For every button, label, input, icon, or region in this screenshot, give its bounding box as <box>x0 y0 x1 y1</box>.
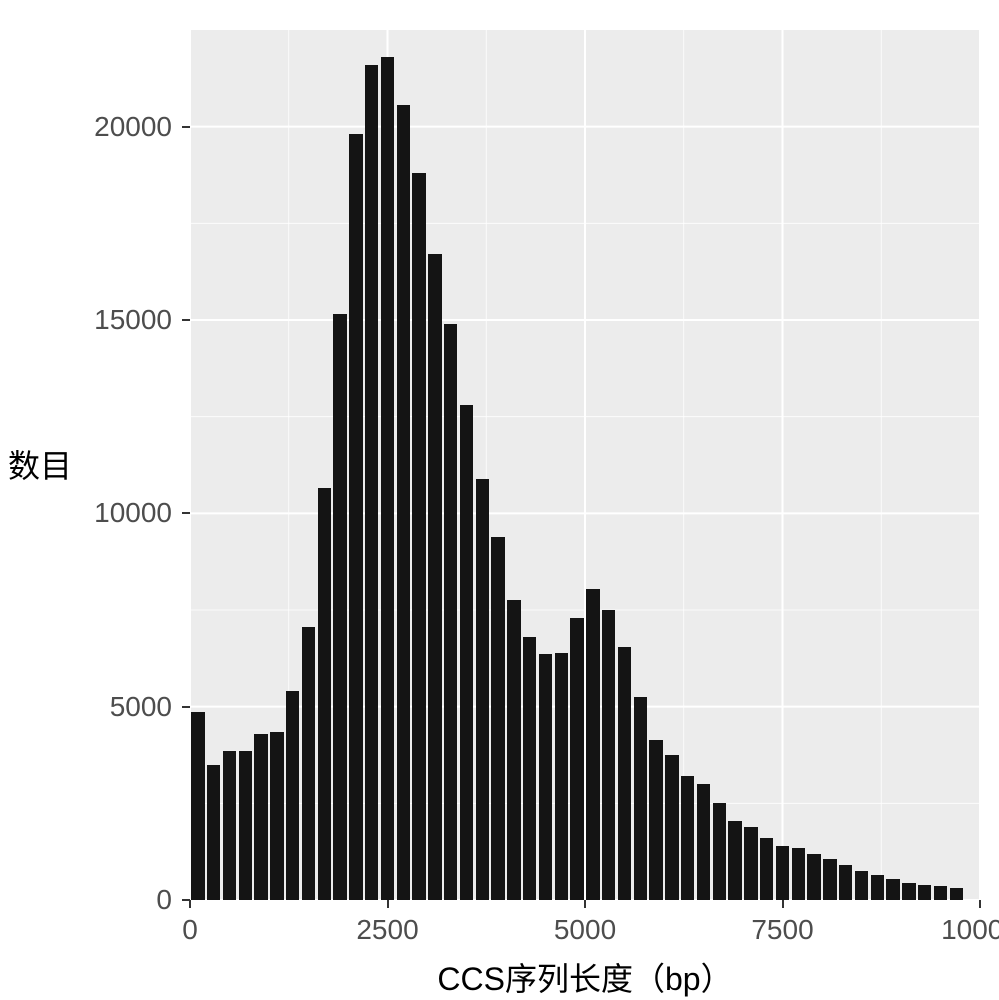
bar <box>476 479 489 900</box>
y-axis-label: 数目 <box>8 441 72 487</box>
bar <box>333 314 346 900</box>
bar <box>697 784 710 900</box>
bar <box>618 647 631 900</box>
y-tick-mark <box>182 319 190 321</box>
y-tick-mark <box>182 706 190 708</box>
bar <box>681 776 694 900</box>
bar <box>523 637 536 900</box>
x-tick-mark <box>189 900 191 908</box>
bar <box>586 589 599 900</box>
x-tick-label: 10000 <box>941 914 999 946</box>
y-tick-label: 10000 <box>0 497 172 529</box>
bar <box>318 488 331 900</box>
bar <box>539 654 552 900</box>
x-tick-mark <box>584 900 586 908</box>
bar <box>918 885 931 900</box>
bar <box>460 405 473 900</box>
bar <box>397 105 410 900</box>
bar <box>634 697 647 900</box>
plot-area <box>190 30 980 900</box>
bar <box>839 865 852 900</box>
y-tick-label: 5000 <box>0 691 172 723</box>
bar <box>902 883 915 900</box>
x-tick-label: 0 <box>182 914 198 946</box>
bar <box>744 827 757 900</box>
bar <box>871 875 884 900</box>
y-tick-mark <box>182 126 190 128</box>
bar <box>713 803 726 900</box>
bar <box>823 859 836 900</box>
bar <box>728 821 741 900</box>
bar <box>792 848 805 900</box>
bar <box>507 600 520 900</box>
bar <box>365 65 378 900</box>
bar <box>207 765 220 900</box>
bar <box>381 57 394 900</box>
y-tick-label: 20000 <box>0 111 172 143</box>
bar <box>491 537 504 900</box>
x-tick-label: 5000 <box>554 914 616 946</box>
bar <box>570 618 583 900</box>
x-tick-mark <box>782 900 784 908</box>
bar <box>665 755 678 900</box>
bar <box>807 854 820 900</box>
bar <box>886 879 899 900</box>
x-tick-label: 7500 <box>751 914 813 946</box>
y-tick-mark <box>182 512 190 514</box>
bar <box>855 871 868 900</box>
bar <box>254 734 267 900</box>
bar <box>349 134 362 900</box>
x-tick-label: 2500 <box>356 914 418 946</box>
bar <box>934 886 947 900</box>
bar <box>286 691 299 900</box>
bar <box>444 324 457 900</box>
bar <box>270 732 283 900</box>
x-tick-mark <box>387 900 389 908</box>
bar <box>555 653 568 900</box>
bar <box>239 751 252 900</box>
bars-layer <box>190 30 980 900</box>
bar <box>412 173 425 900</box>
bar <box>302 627 315 900</box>
x-axis-label: CCS序列长度（bp） <box>437 954 732 1000</box>
bar <box>776 846 789 900</box>
bar <box>223 751 236 900</box>
bar <box>428 254 441 900</box>
bar <box>760 838 773 900</box>
x-tick-mark <box>979 900 981 908</box>
bar <box>950 888 963 900</box>
y-tick-label: 15000 <box>0 304 172 336</box>
bar <box>649 740 662 900</box>
bar <box>191 712 204 900</box>
bar <box>602 610 615 900</box>
y-tick-label: 0 <box>0 884 172 916</box>
histogram-chart: 05000100001500020000 025005000750010000 … <box>0 0 999 1000</box>
